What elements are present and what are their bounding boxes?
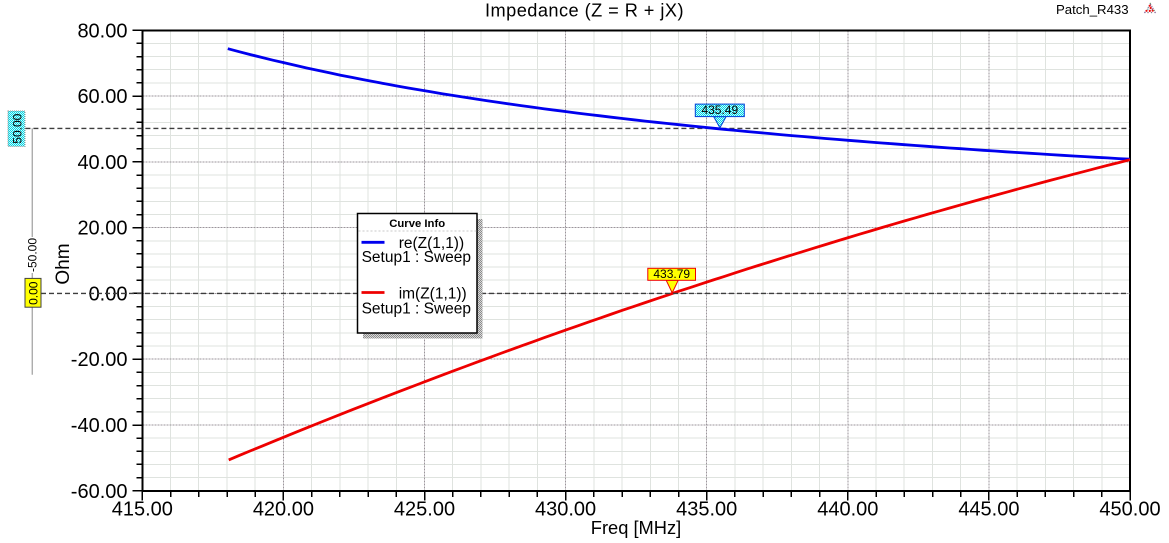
svg-text:420.00: 420.00 xyxy=(253,499,314,521)
svg-text:435.00: 435.00 xyxy=(676,499,737,521)
svg-text:425.00: 425.00 xyxy=(394,499,455,521)
svg-text:60.00: 60.00 xyxy=(77,86,127,108)
svg-text:50.00: 50.00 xyxy=(11,113,25,143)
svg-text:-60.00: -60.00 xyxy=(71,481,128,503)
svg-text:433.79: 433.79 xyxy=(653,267,690,281)
svg-text:Impedance (Z = R + jX): Impedance (Z = R + jX) xyxy=(485,1,684,21)
svg-text:415.00: 415.00 xyxy=(112,499,173,521)
svg-text:re(Z(1,1)): re(Z(1,1)) xyxy=(399,235,464,252)
svg-text:Ohm: Ohm xyxy=(53,243,74,284)
svg-text:40.00: 40.00 xyxy=(77,152,127,174)
svg-text:-20.00: -20.00 xyxy=(71,349,128,371)
svg-text:450.00: 450.00 xyxy=(1099,499,1160,521)
svg-text:-50.00: -50.00 xyxy=(26,238,40,272)
svg-text:440.00: 440.00 xyxy=(817,499,878,521)
svg-text:Freq [MHz]: Freq [MHz] xyxy=(591,517,681,538)
svg-text:80.00: 80.00 xyxy=(77,20,127,42)
svg-text:435.49: 435.49 xyxy=(701,103,738,117)
svg-text:Setup1 : Sweep: Setup1 : Sweep xyxy=(362,301,471,318)
svg-text:Curve Info: Curve Info xyxy=(389,218,445,230)
svg-text:445.00: 445.00 xyxy=(958,499,1019,521)
svg-text:Setup1 : Sweep: Setup1 : Sweep xyxy=(362,249,471,266)
svg-text:20.00: 20.00 xyxy=(77,218,127,240)
svg-text:im(Z(1,1)): im(Z(1,1)) xyxy=(399,285,467,302)
svg-text:0.00: 0.00 xyxy=(89,283,128,305)
svg-text:0.00: 0.00 xyxy=(27,281,41,305)
svg-text:-40.00: -40.00 xyxy=(71,415,128,437)
svg-text:Patch_R433: Patch_R433 xyxy=(1056,2,1129,17)
svg-text:430.00: 430.00 xyxy=(535,499,596,521)
